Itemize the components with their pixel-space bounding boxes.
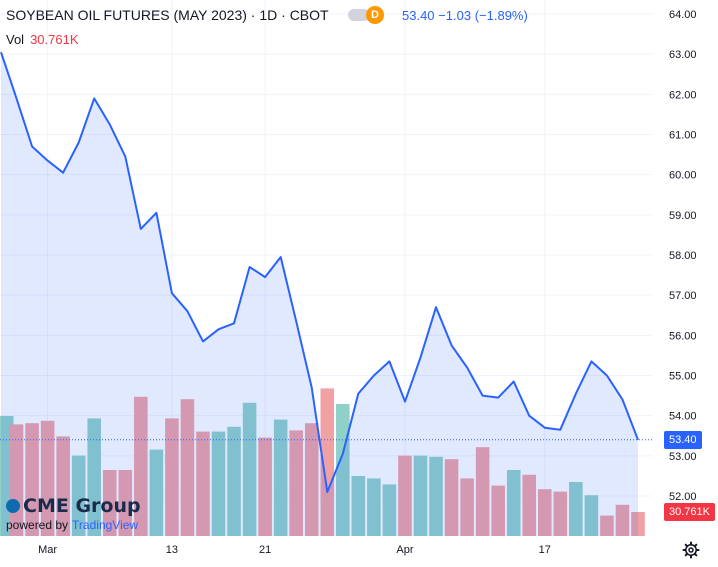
volume-bar [522,474,537,536]
price-axis[interactable]: 64.00 63.00 62.00 61.00 60.00 59.00 58.00 57.00… [669,9,697,503]
volume-bar [40,420,55,536]
volume-bar [242,402,257,536]
badge-track [348,9,370,21]
y-tick-label: 57.00 [669,290,697,302]
volume-label: Vol [6,32,25,47]
volume-bar [475,447,490,536]
volume-bar [289,430,303,536]
price-quote: 53.40 −1.03 (−1.89%) [402,8,528,23]
volume-bar [538,489,552,536]
volume-bar [615,504,630,536]
volume-bar [553,491,568,536]
tradingview-link[interactable]: TradingView [72,518,139,532]
volume-bar [569,482,583,536]
volume-bar [351,476,366,536]
volume-bar [165,418,179,536]
y-tick-label: 62.00 [669,89,697,101]
delayed-icon: D [366,6,384,24]
y-tick-label: 63.00 [669,49,697,61]
cme-logo[interactable]: CME Group [6,495,141,517]
volume-bar [444,459,459,536]
y-tick-label: 53.00 [669,451,697,463]
y-tick-label: 56.00 [669,330,697,342]
powered-by-label: powered by [6,518,69,532]
volume-bars [0,388,645,536]
volume-bar [304,423,319,536]
powered-by[interactable]: powered by TradingView [6,518,138,532]
y-tick-label: 52.00 [669,491,697,503]
volume-bar [382,484,397,536]
volume-tag: 30.761K [664,503,715,521]
volume-bar [413,455,428,536]
x-tick-label: Mar [38,544,57,556]
volume-bar [367,478,381,536]
volume-bar [398,455,412,536]
volume-bar [71,455,86,536]
volume-bar [429,456,443,536]
y-tick-label: 58.00 [669,250,697,262]
price-change-pct: (−1.89%) [474,8,528,23]
y-tick-label: 60.00 [669,170,697,182]
volume-bar [584,495,599,536]
volume-bar [56,436,70,536]
price-line [0,51,639,493]
y-tick-label: 61.00 [669,130,697,142]
last-price: 53.40 [402,8,435,23]
volume-value: 30.761K [30,32,79,47]
x-tick-label: 21 [259,544,271,556]
volume-bar [180,399,195,536]
volume-bar [320,388,335,536]
volume-bar [506,470,521,536]
y-tick-label: 55.00 [669,371,697,383]
y-tick-label: 54.00 [669,411,697,423]
volume-bar [118,470,133,536]
time-axis[interactable]: Mar 13 21 Apr 17 [38,544,551,556]
cme-logo-text: CME Group [23,495,141,517]
chart-title: SOYBEAN OIL FUTURES (MAY 2023) · 1D · CB… [6,7,329,23]
volume-bar [491,485,505,536]
price-area-fill [1,52,638,536]
volume-bar [227,426,241,536]
settings-gear-icon[interactable] [682,541,700,559]
volume-bar [134,396,148,536]
volume-bar [149,449,164,536]
x-tick-label: Apr [396,544,413,556]
volume-bar [600,515,614,536]
price-change: −1.03 [438,8,472,23]
volume-bar [196,431,210,536]
volume-bar [631,512,645,536]
volume-bar [102,470,117,536]
volume-bar [211,431,226,536]
globe-icon [6,499,20,513]
price-tag: 53.40 [664,430,702,449]
volume-bar [460,478,474,536]
volume-bar [273,419,288,536]
x-tick-label: 13 [166,544,178,556]
volume-legend[interactable]: Vol 30.761K [6,32,79,47]
interval-badge[interactable]: D [348,6,388,24]
volume-bar [87,418,101,536]
y-tick-label: 59.00 [669,210,697,222]
y-tick-label: 64.00 [669,9,697,21]
volume-bar [258,437,272,536]
volume-bar [25,423,39,536]
x-tick-label: 17 [539,544,551,556]
